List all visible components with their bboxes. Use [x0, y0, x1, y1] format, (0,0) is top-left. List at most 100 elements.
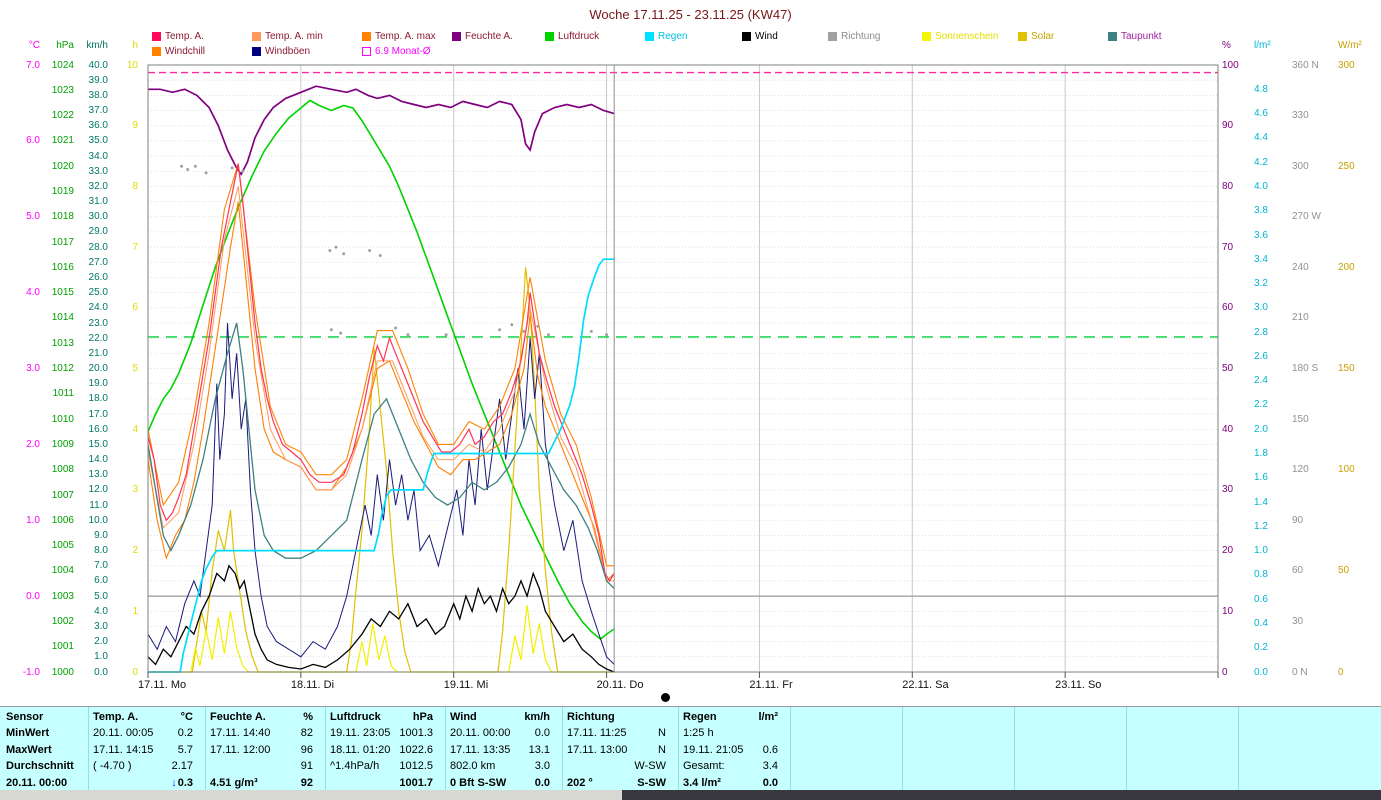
- axis-h-tick: 7: [132, 241, 138, 253]
- table-cell-value: 3.0: [534, 760, 550, 773]
- table-cell: 20.11. 00:00: [450, 727, 511, 740]
- axis-wm2-tick: 300: [1338, 59, 1355, 71]
- axis-temp-tick: 1.0: [26, 514, 40, 526]
- axis-dir-tick: 60: [1292, 565, 1304, 577]
- axis-kmh-tick: 31.0: [88, 196, 108, 208]
- axis-lm2-tick: 3.0: [1254, 302, 1268, 314]
- axis-pct-tick: 10: [1222, 605, 1234, 617]
- axis-kmh-tick: 16.0: [88, 423, 108, 435]
- axis-hpa-tick: 1022: [51, 110, 74, 122]
- table-cell-value: l/m²: [758, 711, 778, 723]
- windboeen-swatch: [252, 47, 261, 56]
- axis-lm2-tick: 1.4: [1254, 496, 1268, 508]
- axis-lm2-tick: 1.6: [1254, 472, 1268, 484]
- axis-wm2-tick: 0: [1338, 666, 1344, 678]
- axis-lm2-tick: 0.2: [1254, 642, 1268, 654]
- table-cell-value: °C: [180, 711, 193, 723]
- table-column-separator: [205, 707, 206, 791]
- table-cell-value: hPa: [412, 711, 433, 723]
- series-richtung-dot: [589, 329, 593, 333]
- series-wind: [147, 564, 615, 673]
- table-cell: 17.11. 14:15: [93, 743, 154, 756]
- legend-label-feuchte-a: Feuchte A.: [465, 31, 513, 42]
- table-cell-value: 96: [300, 743, 313, 756]
- axis-lm2-tick: 4.6: [1254, 108, 1268, 120]
- axis-hpa-tick: 1000: [51, 666, 74, 678]
- axis-pct-tick: 30: [1222, 484, 1234, 496]
- axis-dir-tick: 330: [1292, 110, 1309, 122]
- table-column-separator: [1014, 707, 1015, 791]
- axis-kmh-tick: 40.0: [88, 59, 108, 71]
- axis-kmh-tick: 21.0: [88, 347, 108, 359]
- feuchte-a-swatch: [452, 32, 461, 41]
- axis-kmh-tick: 30.0: [88, 211, 108, 223]
- axis-kmh-tick: 14.0: [88, 454, 108, 466]
- status-bar-right[interactable]: [622, 790, 1381, 800]
- axis-lm2-tick: 2.8: [1254, 326, 1268, 338]
- table-column-separator: [678, 707, 679, 791]
- timeline-marker-dot[interactable]: [661, 693, 670, 702]
- axis-pct-tick: 40: [1222, 423, 1234, 435]
- table-cell: 19.11. 21:05: [683, 743, 744, 756]
- axis-wm2-tick: 50: [1338, 565, 1350, 577]
- table-cell: 18.11. 01:20: [330, 743, 391, 756]
- legend-label-regen: Regen: [658, 31, 688, 42]
- table-cell-value: 1001.3: [399, 727, 433, 740]
- table-cell: 1:25 h: [683, 727, 714, 740]
- table-row-label: MinWert: [6, 727, 50, 740]
- table-row-label: MaxWert: [6, 743, 52, 756]
- axis-hpa-tick: 1019: [51, 186, 74, 197]
- x-axis-day-label: 22.11. Sa: [902, 679, 949, 691]
- axis-h-tick: 5: [132, 363, 138, 374]
- legend-item-feuchte-a: Feuchte A.: [452, 31, 513, 42]
- table-cell: Temp. A.: [93, 711, 139, 723]
- series-solar: [148, 267, 615, 673]
- axis-kmh-tick: 38.0: [88, 89, 108, 101]
- table-cell-value: N: [658, 743, 666, 756]
- table-column-separator: [1238, 707, 1239, 791]
- table-cell-value: 0.6: [762, 743, 778, 756]
- axis-kmh-tick: 37.0: [88, 105, 108, 116]
- axis-kmh-tick: 22.0: [88, 332, 108, 344]
- series-richtung-dot: [522, 329, 526, 333]
- axis-kmh-tick: 35.0: [88, 135, 108, 147]
- axis-pct-tick: 60: [1222, 302, 1234, 314]
- legend-label-solar: Solar: [1031, 31, 1055, 42]
- series-richtung-dot: [230, 166, 234, 170]
- axis-lm2-tick: 2.2: [1254, 399, 1268, 411]
- table-cell-value: 92: [300, 776, 313, 789]
- axis-kmh-tick: 19.0: [88, 378, 108, 390]
- x-axis-day-label: 21.11. Fr: [749, 679, 793, 691]
- legend-label-temp-a: Temp. A.: [165, 31, 204, 42]
- axis-pct-tick: 50: [1222, 363, 1234, 374]
- legend-label-richtung: Richtung: [841, 31, 881, 42]
- axis-header-wm2: W/m²: [1338, 40, 1362, 51]
- axis-kmh-tick: 4.0: [94, 605, 108, 617]
- axis-kmh-tick: 2.0: [94, 636, 108, 648]
- axis-kmh-tick: 15.0: [88, 438, 108, 450]
- axis-pct-tick: 80: [1222, 180, 1234, 192]
- table-cell-value: 1012.5: [399, 760, 433, 773]
- axis-h-tick: 4: [132, 423, 138, 435]
- axis-header-hpa: hPa: [56, 40, 74, 51]
- axis-temp-tick: 2.0: [26, 438, 40, 450]
- axis-kmh-tick: 39.0: [88, 74, 108, 86]
- axis-kmh-tick: 13.0: [88, 469, 108, 481]
- series-richtung-dot: [339, 331, 343, 335]
- series-richtung-dot: [342, 252, 346, 256]
- axis-lm2-tick: 0.8: [1254, 569, 1268, 581]
- axis-kmh-tick: 29.0: [88, 226, 108, 238]
- table-cell-value: S-SW: [637, 776, 666, 789]
- axis-h-tick: 9: [132, 120, 138, 132]
- series-richtung-dot: [186, 168, 190, 171]
- axis-pct-tick: 20: [1222, 545, 1234, 557]
- x-axis-day-label: 19.11. Mi: [443, 679, 489, 691]
- taupunkt-swatch: [1108, 32, 1117, 41]
- table-cell: 802.0 km: [450, 760, 496, 773]
- table-column-separator: [902, 707, 903, 791]
- table-cell-value: 2.17: [171, 760, 193, 773]
- axis-pct-tick: 100: [1222, 59, 1239, 71]
- chart-canvas[interactable]: [0, 0, 1381, 705]
- series-richtung-dot: [547, 333, 550, 337]
- axis-kmh-tick: 5.0: [94, 590, 108, 602]
